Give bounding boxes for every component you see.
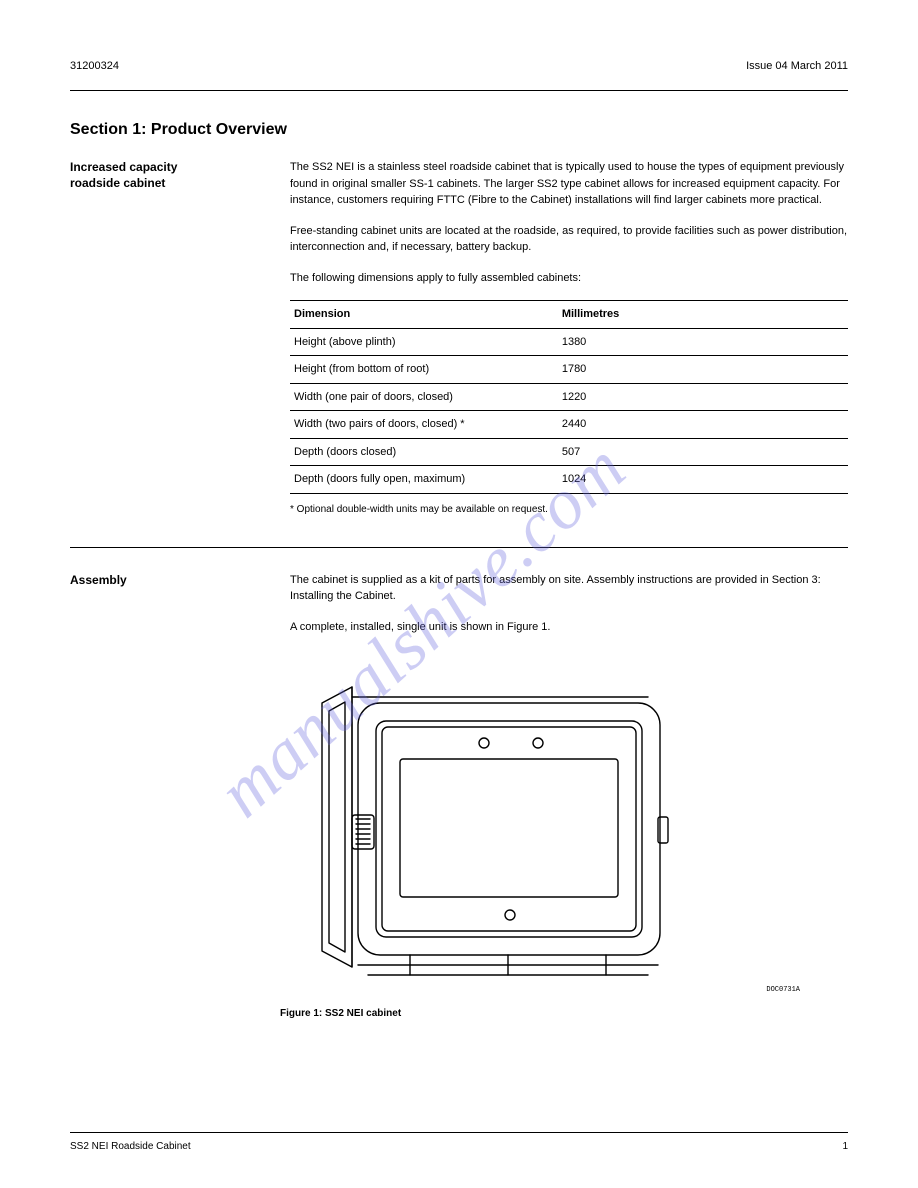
cell: Depth (doors fully open, maximum) <box>290 466 558 494</box>
table-row: Width (two pairs of doors, closed) *2440 <box>290 411 848 439</box>
footer-rule <box>70 1132 848 1133</box>
cell: Width (two pairs of doors, closed) * <box>290 411 558 439</box>
table-h1: Dimension <box>290 301 558 329</box>
cell: 1220 <box>558 383 848 411</box>
section-title: Section 1: Product Overview <box>70 121 848 139</box>
table-row: Height (above plinth)1380 <box>290 328 848 356</box>
overview-p2: Free-standing cabinet units are located … <box>290 223 848 256</box>
cell: 2440 <box>558 411 848 439</box>
footer-right: 1 <box>842 1141 848 1152</box>
diagram-code: DOC0731A <box>766 986 800 994</box>
page-header: 31200324 Issue 04 March 2011 <box>70 60 848 72</box>
cell: 507 <box>558 438 848 466</box>
cabinet-diagram-icon <box>280 667 700 997</box>
figure-1: DOC0731A Figure 1: SS2 NEI cabinet <box>70 667 848 1019</box>
cell: Depth (doors closed) <box>290 438 558 466</box>
assembly-block: Assembly The cabinet is supplied as a ki… <box>70 572 848 650</box>
cell: Width (one pair of doors, closed) <box>290 383 558 411</box>
overview-p3: The following dimensions apply to fully … <box>290 270 848 287</box>
cell: 1380 <box>558 328 848 356</box>
subhead-line2: roadside cabinet <box>70 176 165 190</box>
table-h2: Millimetres <box>558 301 848 329</box>
table-row: Depth (doors closed)507 <box>290 438 848 466</box>
header-right: Issue 04 March 2011 <box>746 60 848 72</box>
overview-block: Increased capacity roadside cabinet The … <box>70 159 848 517</box>
cell: 1780 <box>558 356 848 384</box>
cell: Height (above plinth) <box>290 328 558 356</box>
table-row: Depth (doors fully open, maximum)1024 <box>290 466 848 494</box>
header-rule <box>70 90 848 91</box>
header-left: 31200324 <box>70 60 119 72</box>
footer-left: SS2 NEI Roadside Cabinet <box>70 1141 191 1152</box>
assembly-p2: A complete, installed, single unit is sh… <box>290 619 848 636</box>
dimensions-table: Dimension Millimetres Height (above plin… <box>290 300 848 494</box>
figure-caption: Figure 1: SS2 NEI cabinet <box>280 1008 848 1019</box>
subhead-line1: Increased capacity <box>70 160 177 174</box>
cell: Height (from bottom of root) <box>290 356 558 384</box>
overview-p1: The SS2 NEI is a stainless steel roadsid… <box>290 159 848 209</box>
assembly-p1: The cabinet is supplied as a kit of part… <box>290 572 848 605</box>
table-row: Width (one pair of doors, closed)1220 <box>290 383 848 411</box>
table-row: Height (from bottom of root)1780 <box>290 356 848 384</box>
cell: 1024 <box>558 466 848 494</box>
overview-subhead: Increased capacity roadside cabinet <box>70 159 270 191</box>
page-footer: SS2 NEI Roadside Cabinet 1 <box>70 1141 848 1152</box>
table-header-row: Dimension Millimetres <box>290 301 848 329</box>
assembly-subhead: Assembly <box>70 572 270 588</box>
table-note: * Optional double-width units may be ava… <box>290 502 848 517</box>
section-divider <box>70 547 848 548</box>
